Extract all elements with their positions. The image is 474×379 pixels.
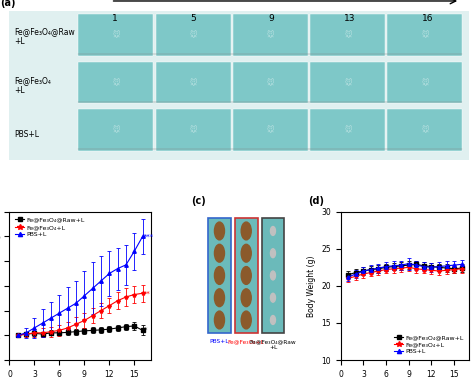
Bar bbox=[208, 218, 231, 334]
Text: 5: 5 bbox=[191, 14, 196, 23]
Text: 🐭: 🐭 bbox=[344, 79, 351, 86]
Text: **: ** bbox=[144, 291, 151, 297]
Text: 9: 9 bbox=[269, 14, 274, 23]
Legend: Fe@Fe₃O₄@Raw+L, Fe@Fe₃O₄+L, PBS+L: Fe@Fe₃O₄@Raw+L, Fe@Fe₃O₄+L, PBS+L bbox=[392, 332, 466, 357]
Text: ***: *** bbox=[144, 234, 155, 240]
Bar bbox=[233, 62, 308, 103]
Bar bbox=[310, 62, 385, 103]
Text: Fe@Fe₃O₄
+L: Fe@Fe₃O₄ +L bbox=[14, 76, 51, 95]
Text: Fe@Fe₃O₄+L: Fe@Fe₃O₄+L bbox=[228, 339, 264, 344]
Circle shape bbox=[241, 311, 251, 329]
Circle shape bbox=[214, 244, 225, 262]
Bar bbox=[235, 218, 257, 334]
Text: 🐭: 🐭 bbox=[421, 127, 428, 134]
Bar bbox=[387, 109, 462, 151]
Text: PBS+L: PBS+L bbox=[210, 339, 229, 344]
Text: 🐭: 🐭 bbox=[267, 127, 274, 134]
Circle shape bbox=[241, 244, 251, 262]
Bar bbox=[262, 218, 284, 334]
Circle shape bbox=[214, 311, 225, 329]
Bar bbox=[387, 14, 462, 56]
Bar bbox=[78, 14, 154, 56]
Bar bbox=[310, 109, 385, 151]
Y-axis label: Body Weight (g): Body Weight (g) bbox=[307, 255, 316, 316]
Text: 🐭: 🐭 bbox=[344, 31, 351, 39]
Circle shape bbox=[271, 271, 275, 280]
Text: 🐭: 🐭 bbox=[112, 31, 119, 39]
Text: 1: 1 bbox=[112, 14, 118, 23]
Text: (c): (c) bbox=[191, 196, 206, 206]
Text: 🐭: 🐭 bbox=[190, 127, 197, 134]
Circle shape bbox=[241, 266, 251, 284]
Text: 🐭: 🐭 bbox=[344, 127, 351, 134]
Text: 🐭: 🐭 bbox=[267, 79, 274, 86]
Circle shape bbox=[241, 289, 251, 307]
Bar bbox=[155, 62, 231, 103]
Text: PBS+L: PBS+L bbox=[14, 130, 39, 139]
Bar bbox=[233, 14, 308, 56]
Bar bbox=[155, 109, 231, 151]
Text: 🐭: 🐭 bbox=[267, 31, 274, 39]
Text: 🐭: 🐭 bbox=[112, 127, 119, 134]
Text: 16: 16 bbox=[422, 14, 434, 23]
Circle shape bbox=[214, 289, 225, 307]
Text: 🐭: 🐭 bbox=[190, 79, 197, 86]
Text: 🐭: 🐭 bbox=[421, 31, 428, 39]
Text: (d): (d) bbox=[309, 196, 325, 206]
Bar bbox=[78, 62, 154, 103]
Text: Fe@Fe₃O₄@Raw
+L: Fe@Fe₃O₄@Raw +L bbox=[14, 27, 75, 46]
Bar bbox=[155, 14, 231, 56]
Circle shape bbox=[271, 249, 275, 258]
Bar bbox=[233, 109, 308, 151]
Circle shape bbox=[271, 316, 275, 324]
Legend: Fe@Fe₃O₄@Raw+L, Fe@Fe₃O₄+L, PBS+L: Fe@Fe₃O₄@Raw+L, Fe@Fe₃O₄+L, PBS+L bbox=[13, 215, 87, 240]
Circle shape bbox=[214, 222, 225, 240]
Text: (a): (a) bbox=[0, 0, 16, 8]
Circle shape bbox=[214, 266, 225, 284]
Circle shape bbox=[271, 293, 275, 302]
Circle shape bbox=[241, 222, 251, 240]
Text: 🐭: 🐭 bbox=[112, 79, 119, 86]
Text: *: * bbox=[144, 327, 148, 333]
Bar bbox=[387, 62, 462, 103]
Text: 13: 13 bbox=[344, 14, 356, 23]
Bar bbox=[78, 109, 154, 151]
Bar bbox=[310, 14, 385, 56]
Text: Fe@Fe₃O₄@Raw
+L: Fe@Fe₃O₄@Raw +L bbox=[250, 339, 296, 350]
Circle shape bbox=[271, 227, 275, 235]
Text: 🐭: 🐭 bbox=[190, 31, 197, 39]
Text: 🐭: 🐭 bbox=[421, 79, 428, 86]
